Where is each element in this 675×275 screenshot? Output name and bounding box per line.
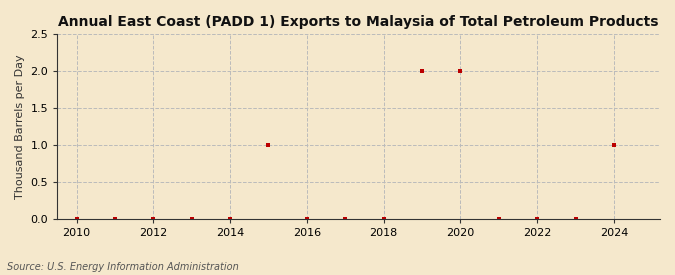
Y-axis label: Thousand Barrels per Day: Thousand Barrels per Day <box>15 54 25 199</box>
Text: Source: U.S. Energy Information Administration: Source: U.S. Energy Information Administ… <box>7 262 238 272</box>
Title: Annual East Coast (PADD 1) Exports to Malaysia of Total Petroleum Products: Annual East Coast (PADD 1) Exports to Ma… <box>59 15 659 29</box>
